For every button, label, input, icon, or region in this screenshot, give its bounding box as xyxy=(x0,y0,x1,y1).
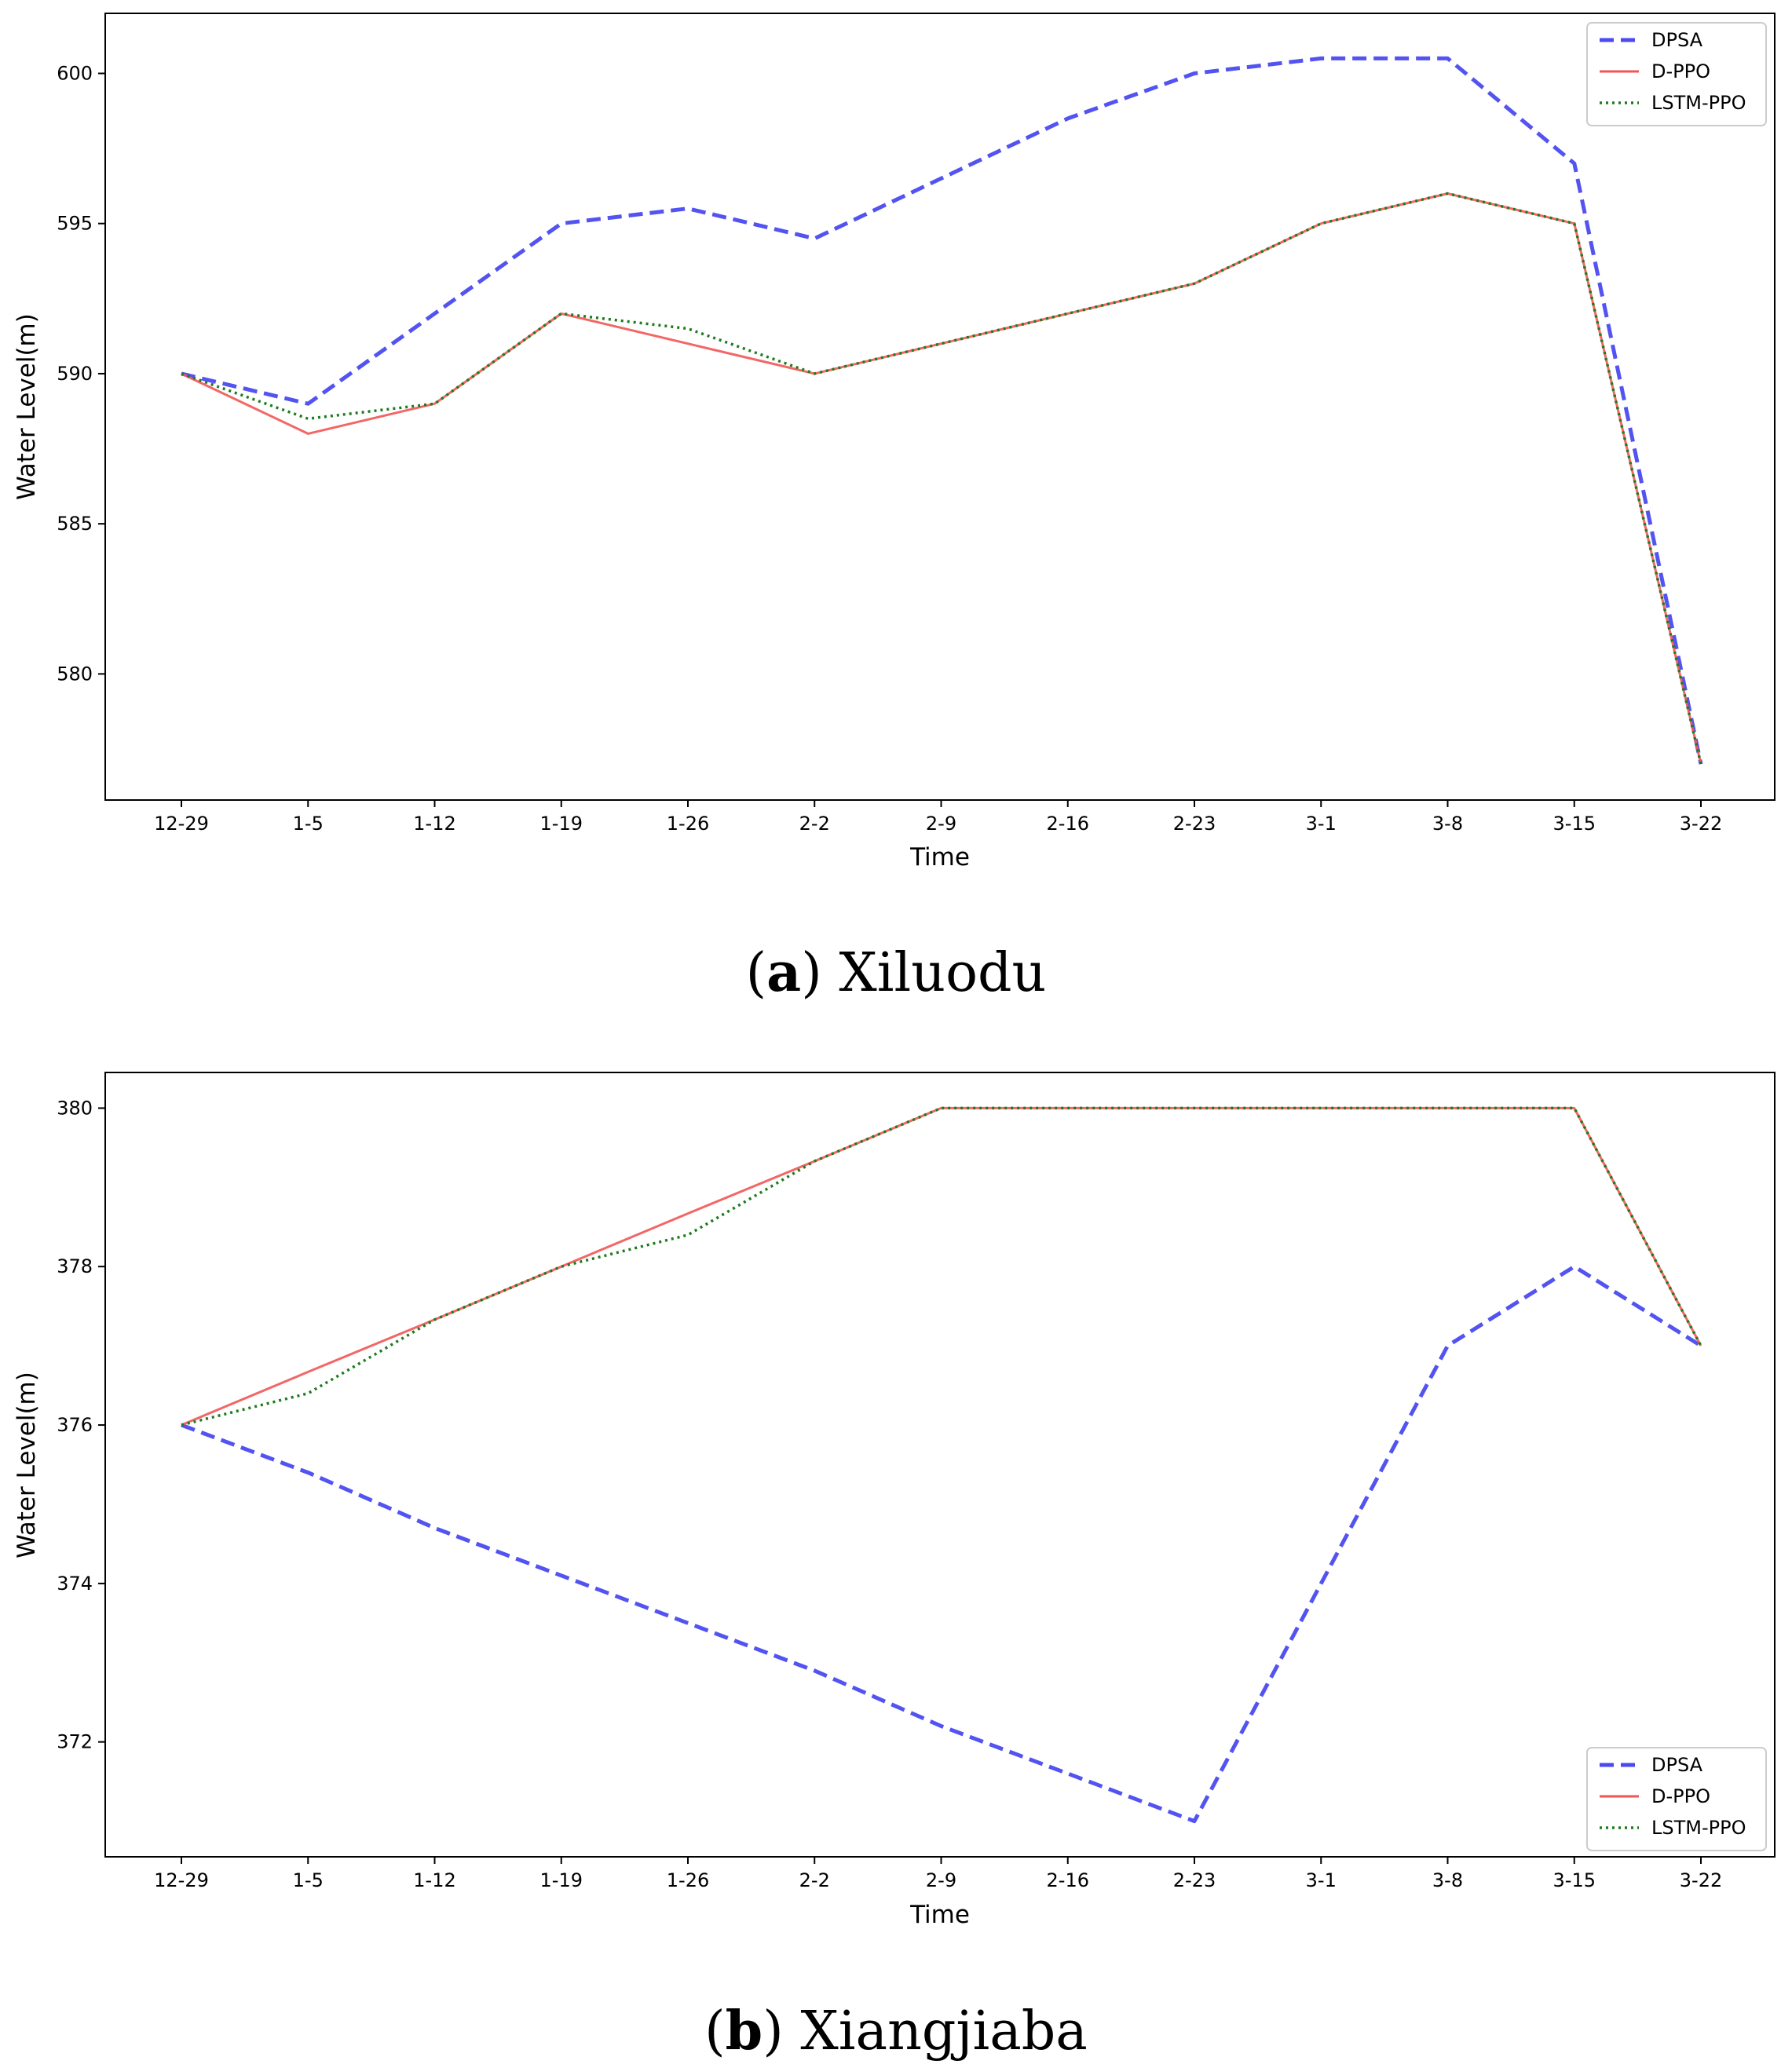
caption: (a) Xiluodu xyxy=(746,941,1047,1004)
x-tick-label: 3-1 xyxy=(1306,813,1337,835)
x-axis-title: Time xyxy=(909,843,970,871)
legend-label: DPSA xyxy=(1651,29,1703,51)
chart-xiluodu: 580 585 590 595 600 12-29 1-5 1-12 1-19 1-26 2-2 2… xyxy=(13,13,1776,1004)
series-group xyxy=(181,56,1703,765)
x-tick-label: 3-8 xyxy=(1432,1869,1463,1891)
legend-box xyxy=(1586,1747,1767,1851)
legend: DPSA D-PPO LSTM-PPO xyxy=(1586,22,1767,126)
y-tick-label: 376 xyxy=(57,1414,93,1436)
x-tick-label: 2-9 xyxy=(926,1869,956,1891)
x-tick-label: 2-23 xyxy=(1173,813,1216,835)
legend-label: DPSA xyxy=(1651,1754,1703,1776)
x-tick-label: 1-26 xyxy=(667,1869,709,1891)
x-tick-label: 2-16 xyxy=(1047,813,1089,835)
x-tick-label: 2-16 xyxy=(1047,1869,1089,1891)
plot-frame xyxy=(104,1072,1776,1858)
x-axis-ticks: 12-29 1-5 1-12 1-19 1-26 2-2 2-9 2-16 2-23 3-1 3-8… xyxy=(154,800,1722,835)
y-tick-label: 372 xyxy=(57,1731,93,1753)
plot-frame xyxy=(104,13,1776,801)
y-tick-label: 595 xyxy=(57,213,93,235)
x-tick-label: 3-15 xyxy=(1553,813,1596,835)
x-axis-title: Time xyxy=(909,1901,970,1929)
x-tick-label: 2-23 xyxy=(1173,1869,1216,1891)
x-tick-label: 1-12 xyxy=(413,813,455,835)
legend-label: LSTM-PPO xyxy=(1651,92,1746,114)
legend: DPSA D-PPO LSTM-PPO xyxy=(1586,1747,1767,1851)
x-tick-label: 1-26 xyxy=(667,813,709,835)
y-tick-label: 378 xyxy=(57,1255,93,1277)
x-tick-label: 3-8 xyxy=(1432,813,1463,835)
series-line-d-ppo xyxy=(181,192,1702,765)
caption-title: Xiluodu xyxy=(839,942,1046,1004)
x-tick-label: 3-1 xyxy=(1306,1869,1337,1891)
x-tick-label: 1-19 xyxy=(540,1869,583,1891)
series-line-lstm-ppo xyxy=(181,1106,1702,1427)
x-tick-label: 2-2 xyxy=(799,813,830,835)
y-tick-label: 380 xyxy=(57,1097,93,1119)
x-tick-label: 1-12 xyxy=(413,1869,455,1891)
x-tick-label: 2-2 xyxy=(799,1869,830,1891)
legend-label: D-PPO xyxy=(1651,60,1710,82)
series-line-lstm-ppo xyxy=(181,192,1702,765)
y-tick-label: 580 xyxy=(57,663,93,685)
y-axis-title: Water Level(m) xyxy=(13,313,41,500)
series-group xyxy=(181,1106,1702,1824)
caption-letter: b xyxy=(726,2000,763,2063)
series-line-dpsa xyxy=(181,56,1703,765)
series-line-dpsa xyxy=(181,1264,1702,1824)
legend-label: LSTM-PPO xyxy=(1651,1817,1746,1839)
chart-xiangjiaba: 372 374 376 378 380 12-29 1-5 1-12 1-19 1-26 2-2 2… xyxy=(13,1072,1776,2063)
x-tick-label: 3-15 xyxy=(1553,1869,1596,1891)
x-tick-label: 1-5 xyxy=(293,1869,324,1891)
y-tick-label: 600 xyxy=(57,62,93,84)
y-tick-label: 585 xyxy=(57,513,93,535)
y-axis-ticks: 372 374 376 378 380 xyxy=(57,1097,105,1753)
series-line-d-ppo xyxy=(181,1106,1702,1427)
x-axis-ticks: 12-29 1-5 1-12 1-19 1-26 2-2 2-9 2-16 2-23 3-1 3-8… xyxy=(154,1857,1722,1891)
legend-box xyxy=(1586,22,1767,126)
caption-letter: a xyxy=(766,941,801,1004)
x-tick-label: 1-5 xyxy=(293,813,324,835)
y-tick-label: 590 xyxy=(57,363,93,385)
x-tick-label: 12-29 xyxy=(154,813,209,835)
x-tick-label: 2-9 xyxy=(926,813,956,835)
x-tick-label: 3-22 xyxy=(1680,1869,1722,1891)
x-tick-label: 3-22 xyxy=(1680,813,1722,835)
x-tick-label: 1-19 xyxy=(540,813,583,835)
caption: (b) Xiangjiaba xyxy=(704,2000,1088,2063)
y-axis-ticks: 580 585 590 595 600 xyxy=(57,62,105,685)
legend-label: D-PPO xyxy=(1651,1785,1710,1807)
x-tick-label: 12-29 xyxy=(154,1869,209,1891)
caption-title: Xiangjiaba xyxy=(800,2000,1087,2063)
y-axis-title: Water Level(m) xyxy=(13,1372,41,1558)
y-tick-label: 374 xyxy=(57,1573,93,1595)
